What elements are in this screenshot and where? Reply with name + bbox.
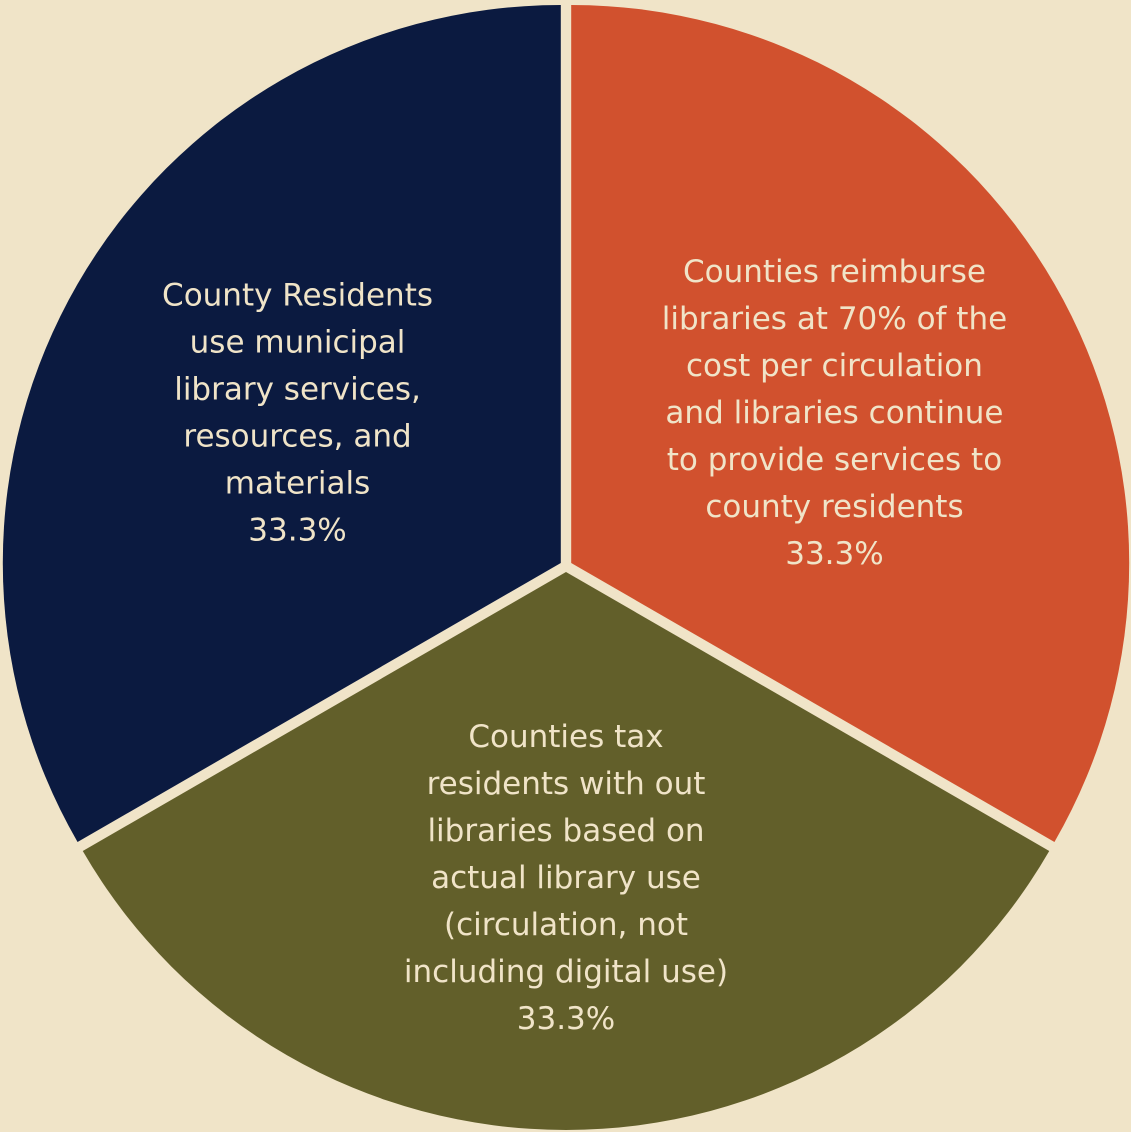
slice-label-line: resources, and — [183, 418, 411, 454]
pie-slice-3 — [2, 5, 561, 842]
slice-label-1: Counties reimburse libraries at 70% of th… — [662, 254, 1007, 572]
slice-label-line: materials — [225, 465, 371, 501]
slice-value-label: 33.3% — [785, 536, 883, 572]
pie-slice-2 — [82, 572, 1050, 1130]
slice-label-line: library services, — [174, 371, 421, 407]
pie-slices — [2, 5, 1130, 1130]
slice-label-line: residents with out — [427, 766, 706, 802]
slice-value-label: 33.3% — [248, 512, 346, 548]
slice-label-3: County Residents use municipal library ser… — [162, 277, 433, 548]
slice-label-line: use municipal — [190, 324, 406, 360]
slice-label-line: libraries at 70% of the — [662, 301, 1007, 337]
pie-slice-1 — [571, 5, 1130, 842]
slice-label-line: county residents — [705, 489, 963, 525]
slice-value-label: 33.3% — [517, 1001, 615, 1037]
slice-label-line: and libraries continue — [665, 395, 1003, 431]
slice-label-line: Counties tax — [468, 719, 663, 755]
slice-label-line: Counties reimburse — [683, 254, 986, 290]
slice-label-line: libraries based on — [427, 813, 704, 849]
slice-label-line: actual library use — [431, 860, 701, 896]
slice-label-line: including digital use) — [404, 954, 728, 990]
pie-labels: Counties reimburse libraries at 70% of th… — [162, 254, 1007, 1037]
slice-label-line: (circulation, not — [444, 907, 688, 943]
slice-label-line: to provide services to — [667, 442, 1002, 478]
slice-label-line: cost per circulation — [686, 348, 983, 384]
slice-label-line: County Residents — [162, 277, 433, 313]
slice-label-2: Counties tax residents with out libraries … — [404, 719, 728, 1037]
